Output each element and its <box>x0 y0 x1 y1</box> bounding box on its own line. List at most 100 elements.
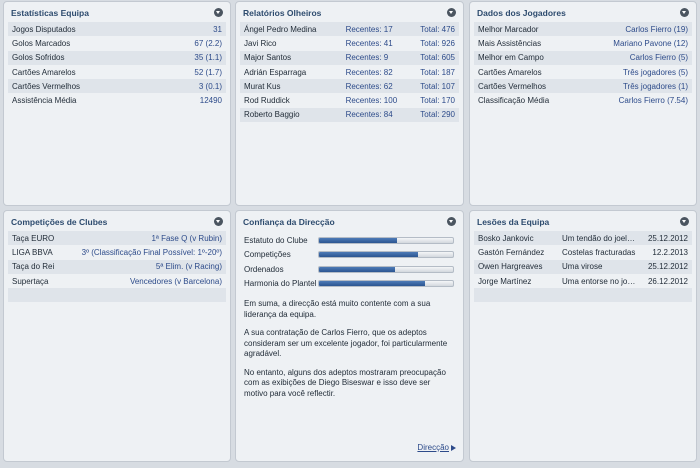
chevron-down-icon[interactable] <box>447 8 456 17</box>
chevron-down-icon[interactable] <box>680 217 689 226</box>
player-stat-value[interactable]: Três jogadores (1) <box>622 81 688 91</box>
confidence-bar-fill <box>319 237 397 243</box>
scout-recent: Recentes: 100 <box>345 96 398 106</box>
competitions-list: Taça EURO 1ª Fase Q (v Rubin) LIGA BBVA 3º… <box>4 229 230 303</box>
scout-reports-panel: Relatórios Olheiros Ángel Pedro Medina Re… <box>235 1 464 206</box>
injury-row[interactable]: Gastón Fernández Costelas fracturadas 12.2… <box>474 245 692 260</box>
player-stat-row: Cartões Amarelos Três jogadores (5) <box>474 64 692 80</box>
confidence-summary: Em suma, a direcção está muito contente … <box>236 299 463 399</box>
scout-row[interactable]: Adrián Esparraga Recentes: 82 Total: 187 <box>240 64 459 80</box>
scout-row[interactable]: Ángel Pedro Medina Recentes: 17 Total: 476 <box>240 22 459 37</box>
injury-row[interactable]: Owen Hargreaves Uma virose 25.12.2012 <box>474 259 692 274</box>
chevron-down-icon[interactable] <box>214 217 223 226</box>
confidence-label: Harmonia do Plantel <box>244 279 317 289</box>
panel-title: Relatórios Olheiros <box>243 7 322 18</box>
scout-recent: Recentes: 62 <box>345 81 393 91</box>
stat-label: Assistência Média <box>12 96 77 106</box>
competition-row[interactable]: Taça do Rei 5ª Elim. (v Racing) <box>8 259 226 274</box>
stat-value: 12490 <box>199 96 222 106</box>
injured-player-name[interactable]: Owen Hargreaves <box>478 262 543 272</box>
injury-return-date: 25.12.2012 <box>647 233 688 243</box>
scout-recent: Recentes: 9 <box>345 53 389 63</box>
confidence-label: Ordenados <box>244 264 284 274</box>
stat-value: 3 (0.1) <box>198 81 222 91</box>
chevron-down-icon[interactable] <box>214 8 223 17</box>
scout-total: Total: 290 <box>420 110 455 120</box>
scout-name[interactable]: Adrián Esparraga <box>244 67 307 77</box>
scout-list: Ángel Pedro Medina Recentes: 17 Total: 476… <box>236 20 463 123</box>
scout-recent: Recentes: 82 <box>345 67 393 77</box>
chevron-down-icon[interactable] <box>680 8 689 17</box>
scout-total: Total: 107 <box>420 81 455 91</box>
competition-row-empty <box>8 288 226 303</box>
arrow-right-icon <box>451 444 456 451</box>
competition-status: 1ª Fase Q (v Rubin) <box>151 233 222 243</box>
scout-name[interactable]: Major Santos <box>244 53 292 63</box>
player-stat-label: Melhor Marcador <box>478 24 539 34</box>
player-data-list: Melhor Marcador Carlos Fierro (19) Mais A… <box>470 20 696 108</box>
scout-name[interactable]: Rod Ruddick <box>244 96 290 106</box>
competition-row[interactable]: Supertaça Vencedores (v Barcelona) <box>8 273 226 289</box>
board-link-label[interactable]: Direcção <box>417 443 449 452</box>
confidence-bar-fill <box>319 252 419 258</box>
scout-name[interactable]: Javi Rico <box>244 38 277 48</box>
player-stat-label: Classificação Média <box>478 96 550 106</box>
player-stat-row: Classificação Média Carlos Fierro (7.54) <box>474 93 692 108</box>
scout-name[interactable]: Ángel Pedro Medina <box>244 24 317 34</box>
stat-value: 67 (2.2) <box>194 38 222 48</box>
stat-row: Golos Sofridos 35 (1.1) <box>8 50 226 65</box>
injury-return-date: 25.12.2012 <box>647 262 688 272</box>
competition-row[interactable]: LIGA BBVA 3º (Classificação Final Possíve… <box>8 245 226 260</box>
competition-status: 5ª Elim. (v Racing) <box>155 262 222 272</box>
injured-player-name[interactable]: Jorge Martínez <box>478 276 532 286</box>
player-stat-value[interactable]: Três jogadores (5) <box>622 67 688 77</box>
board-confidence-panel: Confiança da Direcção Estatuto do Clube … <box>235 210 464 462</box>
stat-row: Jogos Disputados 31 <box>8 22 226 37</box>
scout-row[interactable]: Rod Ruddick Recentes: 100 Total: 170 <box>240 93 459 108</box>
confidence-row: Competições <box>244 248 455 263</box>
club-competitions-panel: Competições de Clubes Taça EURO 1ª Fase Q… <box>3 210 231 462</box>
injury-type: Um tendão do joelho tor... <box>562 233 638 243</box>
scout-name[interactable]: Murat Kus <box>244 81 281 91</box>
panel-title: Competições de Clubes <box>11 216 108 227</box>
confidence-bar <box>318 280 454 288</box>
scout-total: Total: 170 <box>420 96 455 106</box>
scout-row[interactable]: Roberto Baggio Recentes: 84 Total: 290 <box>240 107 459 123</box>
stat-value: 52 (1.7) <box>194 67 222 77</box>
chevron-down-icon[interactable] <box>447 217 456 226</box>
player-stat-value[interactable]: Mariano Pavone (12) <box>613 38 688 48</box>
confidence-bar-fill <box>319 281 425 287</box>
competition-row[interactable]: Taça EURO 1ª Fase Q (v Rubin) <box>8 231 226 246</box>
player-stat-value[interactable]: Carlos Fierro (19) <box>625 24 688 34</box>
confidence-row: Ordenados <box>244 262 455 277</box>
injured-player-name[interactable]: Bosko Jankovic <box>478 233 534 243</box>
injury-row[interactable]: Jorge Martínez Uma entorse no joelho 26.12… <box>474 273 692 289</box>
injury-type: Uma virose <box>562 262 603 272</box>
panel-title: Dados dos Jogadores <box>477 7 566 18</box>
confidence-paragraph: No entanto, alguns dos adeptos mostraram… <box>244 367 446 398</box>
panel-header: Lesões da Equipa <box>470 211 696 229</box>
player-stat-row: Cartões Vermelhos Três jogadores (1) <box>474 79 692 94</box>
stat-row: Cartões Vermelhos 3 (0.1) <box>8 79 226 94</box>
scout-row[interactable]: Javi Rico Recentes: 41 Total: 926 <box>240 36 459 51</box>
competition-name: Taça EURO <box>12 233 55 243</box>
scout-recent: Recentes: 41 <box>345 38 393 48</box>
injuries-list: Bosko Jankovic Um tendão do joelho tor...… <box>470 229 696 303</box>
scout-row[interactable]: Murat Kus Recentes: 62 Total: 107 <box>240 79 459 94</box>
scout-recent: Recentes: 84 <box>345 110 393 120</box>
stat-label: Cartões Amarelos <box>12 67 76 77</box>
confidence-label: Estatuto do Clube <box>244 235 308 245</box>
player-stat-label: Cartões Vermelhos <box>478 81 547 91</box>
scout-name[interactable]: Roberto Baggio <box>244 110 300 120</box>
player-stat-value[interactable]: Carlos Fierro (5) <box>629 53 688 63</box>
confidence-label: Competições <box>244 250 291 260</box>
stat-label: Cartões Vermelhos <box>12 81 81 91</box>
panel-header: Dados dos Jogadores <box>470 2 696 20</box>
scout-row[interactable]: Major Santos Recentes: 9 Total: 605 <box>240 50 459 65</box>
panel-header: Relatórios Olheiros <box>236 2 463 20</box>
panel-header: Confiança da Direcção <box>236 211 463 229</box>
board-link[interactable]: Direcção <box>417 443 456 452</box>
player-stat-value[interactable]: Carlos Fierro (7.54) <box>618 96 688 106</box>
injured-player-name[interactable]: Gastón Fernández <box>478 247 545 257</box>
injury-row[interactable]: Bosko Jankovic Um tendão do joelho tor...… <box>474 231 692 246</box>
